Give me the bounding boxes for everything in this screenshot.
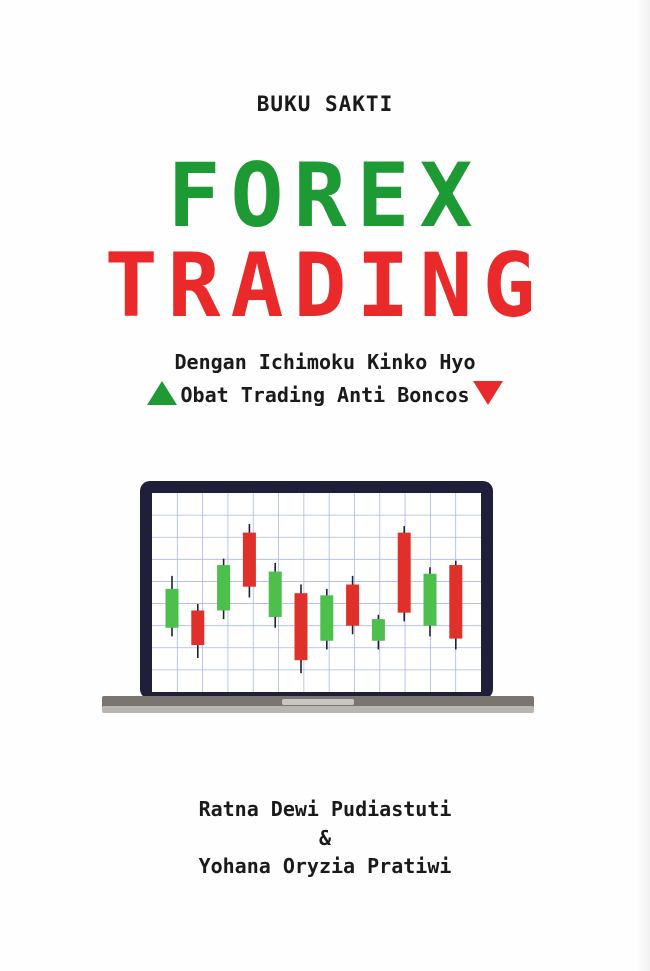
title-trading: TRADING: [104, 234, 546, 337]
candle-bearish: [346, 584, 360, 626]
subtitle-line2-row: Obat Trading Anti Boncos: [0, 381, 650, 407]
candle-bullish: [217, 565, 231, 611]
author-1: Ratna Dewi Pudiastuti: [198, 797, 452, 821]
candle-bearish: [242, 532, 256, 587]
laptop-illustration: [102, 481, 534, 713]
triangle-up-icon: [146, 381, 177, 405]
subtitle-line1: Dengan Ichimoku Kinko Hyo: [174, 350, 476, 374]
candle-bullish: [371, 619, 385, 641]
candle-bullish: [165, 588, 179, 628]
candle-bearish: [397, 532, 411, 613]
triangle-down-icon: [473, 381, 504, 405]
candlestick-chart: [165, 523, 463, 674]
candle-bullish: [423, 573, 437, 626]
page-edge-shadow: [636, 0, 650, 971]
author-separator: &: [318, 826, 332, 850]
author-2: Yohana Oryzia Pratiwi: [198, 854, 452, 878]
series-label: BUKU SAKTI: [256, 92, 394, 116]
title-forex: FOREX: [167, 144, 483, 247]
candle-bearish: [191, 610, 205, 646]
candle-bearish: [449, 565, 463, 639]
laptop-base-shadow: [102, 706, 534, 713]
candle-bullish: [268, 571, 282, 617]
candle-bearish: [294, 593, 308, 661]
trackpad-notch: [282, 699, 354, 705]
subtitle-line2: Obat Trading Anti Boncos: [180, 383, 470, 407]
candle-bullish: [320, 595, 334, 641]
